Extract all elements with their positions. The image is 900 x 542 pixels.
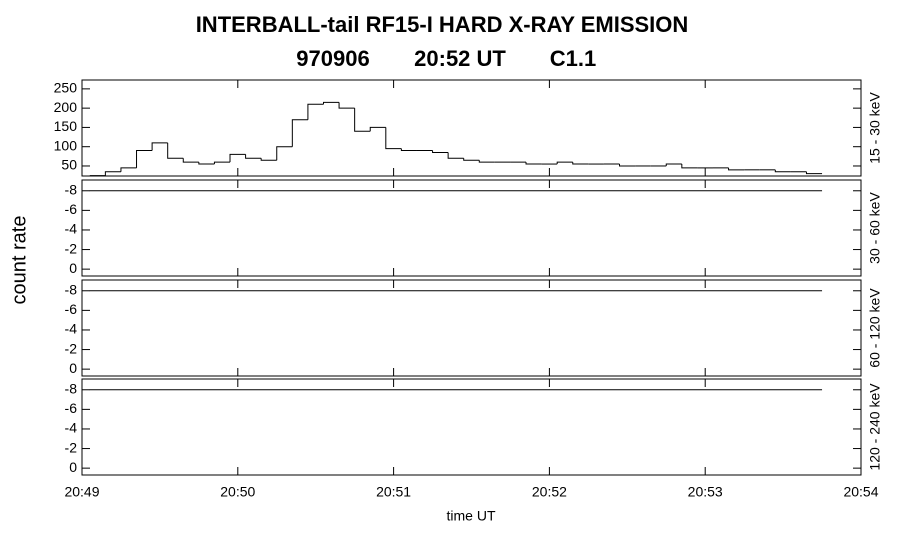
histogram-step	[167, 142, 184, 159]
y-tick-label: -6	[65, 400, 78, 416]
histogram-step	[572, 162, 589, 165]
panel-label: 60 - 120 keV	[867, 288, 883, 368]
histogram-step	[307, 103, 324, 120]
histogram-step	[400, 148, 417, 152]
histogram-step	[556, 161, 573, 165]
histogram-step	[104, 171, 121, 176]
histogram-step	[198, 162, 215, 165]
histogram-step	[245, 154, 262, 159]
y-tick-label: 250	[54, 80, 78, 96]
y-tick-label: 0	[69, 360, 77, 376]
histogram-step	[136, 150, 153, 168]
histogram-step	[338, 102, 355, 109]
chart-subtitle: C1.1	[550, 46, 596, 71]
x-tick-label: 20:51	[376, 484, 411, 500]
y-tick-label: -6	[65, 301, 78, 317]
x-tick-label: 20:49	[64, 484, 99, 500]
panel-label: 15 - 30 keV	[867, 92, 883, 164]
histogram-step	[322, 101, 340, 105]
histogram-step	[681, 164, 698, 169]
y-tick-label: -6	[65, 201, 78, 217]
y-tick-label: -4	[65, 221, 78, 237]
panel-frame	[81, 179, 862, 277]
panel-frame	[81, 79, 862, 177]
histogram-step	[447, 152, 464, 159]
y-tick-label: -2	[65, 439, 78, 455]
histogram-step	[432, 150, 449, 153]
histogram-step	[774, 169, 791, 173]
y-tick-label: 200	[54, 99, 78, 115]
panel-frame	[81, 279, 862, 377]
y-tick-label: 50	[61, 157, 77, 173]
y-tick-label: -8	[65, 281, 78, 297]
y-tick-label: 0	[69, 260, 77, 276]
histogram-step	[385, 127, 402, 150]
y-tick-label: -8	[65, 380, 78, 396]
y-tick-label: -4	[65, 321, 78, 337]
histogram-step	[805, 171, 823, 175]
histogram-step	[182, 158, 199, 163]
histogram-step	[229, 153, 246, 163]
y-tick-label: -2	[65, 240, 78, 256]
histogram-step	[525, 162, 542, 165]
y-axis-label: count rate	[8, 216, 30, 305]
histogram-step	[354, 108, 371, 132]
histogram-step	[213, 161, 231, 165]
histogram-step	[260, 158, 277, 161]
y-tick-label: -2	[65, 340, 78, 356]
x-tick-label: 20:53	[688, 484, 723, 500]
y-tick-label: -8	[65, 181, 78, 197]
histogram-step	[369, 126, 386, 132]
x-tick-label: 20:50	[220, 484, 255, 500]
chart-subtitle: 970906	[296, 46, 369, 71]
panel-label: 120 - 240 keV	[867, 383, 883, 471]
histogram-step	[619, 164, 636, 167]
histogram-step	[276, 146, 293, 161]
histogram-step	[463, 158, 480, 161]
x-tick-label: 20:54	[843, 484, 878, 500]
panel-label: 30 - 60 keV	[867, 192, 883, 264]
histogram-step	[291, 119, 308, 147]
y-tick-label: -4	[65, 420, 78, 436]
histogram-step	[478, 160, 495, 163]
histogram-step	[665, 163, 682, 166]
histogram-step	[120, 167, 137, 172]
x-tick-label: 20:52	[532, 484, 567, 500]
histogram-step	[151, 142, 168, 151]
chart-subtitle: 20:52 UT	[414, 46, 506, 71]
histogram-step	[728, 167, 745, 171]
panel-frame	[81, 378, 862, 476]
chart-title: INTERBALL-tail RF15-I HARD X-RAY EMISSIO…	[196, 12, 689, 37]
y-tick-label: 0	[69, 459, 77, 475]
x-axis-label: time UT	[447, 508, 496, 524]
y-tick-label: 100	[54, 137, 78, 153]
y-tick-label: 150	[54, 118, 78, 134]
